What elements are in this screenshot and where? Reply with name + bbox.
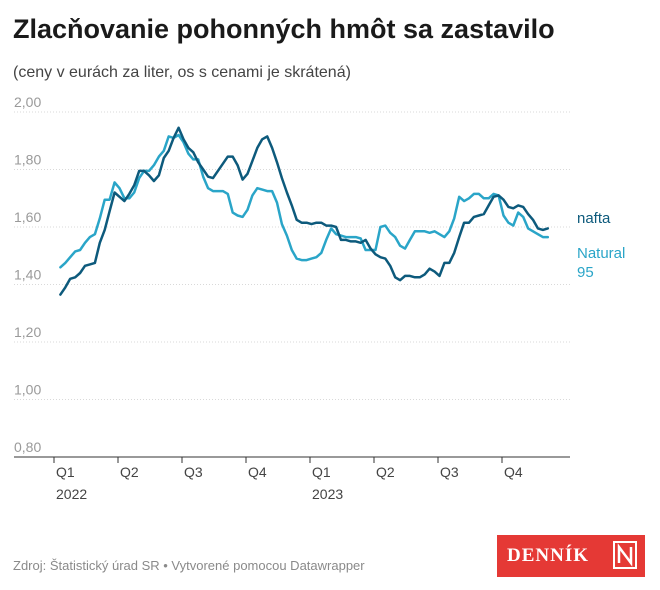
series-line-nafta — [59, 126, 550, 296]
y-tick-label: 0,80 — [14, 439, 41, 455]
x-tick-label: Q3 — [184, 464, 203, 480]
x-tick-label: Q4 — [248, 464, 267, 480]
y-tick-label: 1,80 — [14, 152, 41, 168]
n-letter-icon — [617, 543, 633, 567]
series-label-nafta: nafta — [577, 210, 611, 227]
series-line-natural-95 — [59, 133, 550, 269]
logo-mark — [613, 541, 637, 569]
x-tick-label: Q2 — [120, 464, 139, 480]
x-tick-label: Q1 — [312, 464, 331, 480]
x-tick-label: Q3 — [440, 464, 459, 480]
chart-title: Zlacňovanie pohonných hmôt sa zastavilo — [13, 14, 555, 44]
y-tick-label: 1,00 — [14, 382, 41, 398]
x-tick-label: Q1 — [56, 464, 75, 480]
logo-text: DENNÍK — [507, 545, 590, 566]
x-tick-sublabel: 2022 — [56, 486, 87, 502]
chart-subtitle: (ceny v eurách za liter, os s cenami je … — [13, 64, 351, 81]
x-tick-sublabel: 2023 — [312, 486, 343, 502]
x-tick-label: Q4 — [504, 464, 523, 480]
y-tick-label: 1,20 — [14, 324, 41, 340]
x-tick-label: Q2 — [376, 464, 395, 480]
y-tick-label: 2,00 — [14, 94, 41, 110]
dennik-n-logo[interactable]: DENNÍK — [497, 535, 645, 577]
source-footer: Zdroj: Štatistický úrad SR • Vytvorené p… — [13, 558, 365, 573]
y-tick-label: 1,60 — [14, 209, 41, 225]
series-label-natural-95: Natural 95 — [577, 245, 625, 281]
y-tick-label: 1,40 — [14, 267, 41, 283]
line-chart: 2,00 1,80 1,60 1,40 1,20 1,00 0,80 Q1 2022 Q2 Q3 Q4… — [14, 94, 625, 502]
